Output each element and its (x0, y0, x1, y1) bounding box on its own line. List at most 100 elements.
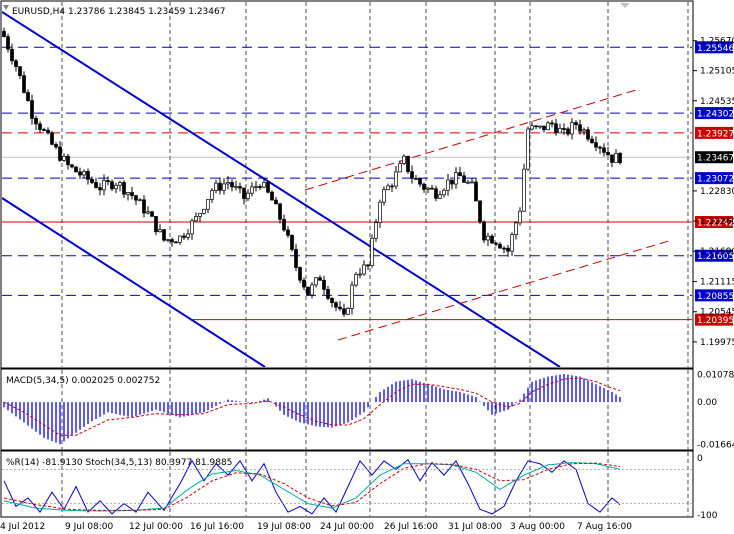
candle-body (486, 235, 490, 241)
candle-body (278, 203, 282, 220)
time-tick-label: 24 Jul 00:00 (320, 522, 374, 532)
candle-body (254, 186, 258, 188)
candles (2, 27, 622, 317)
level-price-tag (695, 107, 733, 120)
candle-body (178, 235, 182, 243)
level-price-tag (695, 216, 733, 229)
candle-body (422, 183, 426, 190)
candle-body (302, 279, 306, 288)
candle-body (582, 129, 586, 132)
candle-body (30, 100, 34, 119)
candle-body (286, 229, 290, 236)
macd-tick-label: 0.010786 (697, 371, 734, 381)
price-tick-label: 1.21115 (700, 278, 734, 288)
descending-channel-lower[interactable] (2, 197, 266, 367)
candle-body (150, 211, 154, 217)
macd-tick-label: 0.00 (697, 398, 717, 408)
price-axis: 1.25546 1.24302 1.23927 1.23467 1.23072 1.222… (2, 37, 734, 521)
candle-body (442, 189, 446, 196)
level-price-tag (695, 41, 733, 54)
level-price-tag (695, 172, 733, 185)
candle-body (446, 179, 450, 191)
oscillator-panel[interactable] (0, 450, 694, 518)
candle-body (546, 122, 550, 131)
candle-body (330, 298, 334, 304)
candle-body (390, 185, 394, 188)
candle-body (426, 187, 430, 190)
candle-body (130, 192, 134, 197)
osc-tick-label: 0 (697, 454, 703, 464)
candle-body (26, 92, 30, 101)
candle-body (262, 182, 266, 188)
candle-body (438, 194, 442, 199)
candle-body (474, 181, 478, 202)
descending-channel-upper[interactable] (2, 11, 561, 367)
candle-body (562, 128, 566, 130)
candle-body (450, 179, 454, 185)
candle-body (102, 180, 106, 191)
candle-body (594, 142, 598, 148)
candle-body (378, 201, 382, 223)
candle-body (206, 199, 210, 210)
candle-body (522, 168, 526, 212)
candle-body (90, 178, 94, 183)
candle-body (602, 147, 606, 153)
chart-header-ohlc: 1.23786 1.23845 1.23459 1.23467 (68, 7, 225, 17)
candle-body (2, 30, 6, 37)
ascending-channel-upper[interactable] (304, 89, 637, 191)
candle-body (294, 249, 298, 268)
price-tick-label: 1.19975 (700, 338, 734, 348)
candle-body (350, 284, 354, 309)
candle-body (550, 122, 554, 125)
candle-body (558, 128, 562, 134)
candle-body (346, 308, 350, 315)
candle-body (314, 277, 318, 286)
candle-body (198, 212, 202, 217)
candle-body (598, 146, 602, 149)
ascending-channel-lower[interactable] (337, 239, 673, 341)
candle-body (66, 155, 70, 166)
level-price-tag-text: 1.20855 (697, 292, 734, 302)
candle-body (46, 129, 50, 134)
candle-body (258, 186, 262, 188)
level-price-tag-text: 1.23072 (697, 175, 734, 185)
candle-body (618, 152, 622, 164)
candle-body (174, 241, 178, 244)
candle-body (274, 199, 278, 205)
candle-body (238, 186, 242, 189)
candle-body (18, 66, 22, 77)
candle-body (34, 118, 38, 125)
candle-body (406, 155, 410, 173)
time-tick-label: 3 Aug 00:00 (510, 522, 565, 532)
candle-body (158, 229, 162, 233)
candle-body (94, 182, 98, 188)
candle-body (306, 286, 310, 296)
candle-body (482, 221, 486, 241)
oscillator-lines (3, 458, 621, 515)
candle-body (154, 216, 158, 233)
candle-body (282, 218, 286, 231)
candle-body (354, 274, 358, 286)
candle-body (430, 187, 434, 190)
candle-body (218, 182, 222, 191)
level-price-tag (695, 249, 733, 262)
candle-body (222, 183, 226, 191)
candle-body (194, 216, 198, 222)
chart-scroll-marker-icon[interactable] (620, 3, 630, 8)
chart-shift-marker-icon[interactable] (3, 5, 9, 10)
candle-body (190, 220, 194, 235)
candle-body (214, 182, 218, 191)
candle-body (226, 182, 230, 185)
candle-body (530, 125, 534, 130)
candle-body (86, 170, 90, 180)
candle-body (246, 192, 250, 199)
candle-body (70, 164, 74, 168)
candle-body (398, 163, 402, 173)
level-price-tag (695, 313, 733, 326)
candle-body (98, 187, 102, 191)
candle-body (534, 125, 538, 128)
candle-body (42, 129, 46, 131)
candle-body (182, 235, 186, 238)
candle-body (394, 171, 398, 187)
